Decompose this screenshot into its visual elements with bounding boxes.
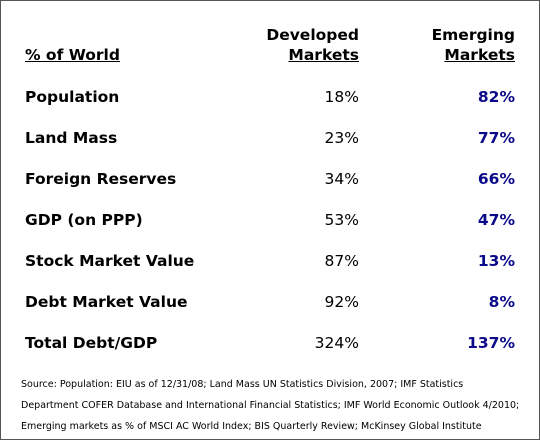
developed-value: 18% [324, 88, 359, 106]
emerging-value: 13% [477, 252, 515, 270]
source-line: Department COFER Database and Internatio… [21, 400, 520, 411]
row-label: Stock Market Value [25, 252, 195, 270]
emerging-value: 77% [477, 129, 515, 147]
developed-value: 324% [314, 334, 359, 352]
developed-value: 34% [324, 170, 359, 188]
row-label: GDP (on PPP) [25, 211, 143, 229]
source-line: Source: Population: EIU as of 12/31/08; … [21, 379, 464, 390]
source-note: Source: Population: EIU as of 12/31/08; … [21, 374, 526, 437]
row-label: Foreign Reserves [25, 170, 177, 188]
emerging-value: 82% [477, 88, 515, 106]
developed-value: 23% [324, 129, 359, 147]
emerging-value: 47% [477, 211, 515, 229]
source-line: Emerging markets as % of MSCI AC World I… [21, 421, 482, 432]
developed-value: 92% [324, 293, 359, 311]
row-label: Land Mass [25, 129, 118, 147]
emerging-value: 66% [477, 170, 515, 188]
header-developed-markets: Developed Markets [266, 26, 359, 64]
row-label: Population [25, 88, 120, 106]
emerging-value: 137% [467, 334, 515, 352]
developed-value: 87% [324, 252, 359, 270]
header-percent-of-world: % of World [25, 46, 120, 64]
emerging-value: 8% [488, 293, 515, 311]
row-label: Total Debt/GDP [25, 334, 158, 352]
row-label: Debt Market Value [25, 293, 188, 311]
header-emerging-markets: Emerging Markets [431, 26, 515, 64]
developed-value: 53% [324, 211, 359, 229]
